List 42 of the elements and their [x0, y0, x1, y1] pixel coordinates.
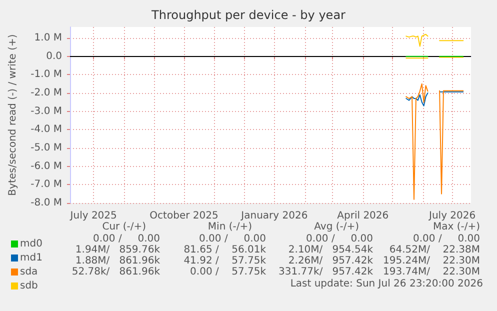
text: 2.26M/ 957.42k — [288, 256, 374, 266]
text: 0.00 / 0.00 — [413, 234, 480, 244]
chart-title: Throughput per device - by year — [150, 8, 346, 22]
text: 331.77k/ 957.42k — [278, 266, 374, 278]
text: 0.00 / 0.00 — [93, 234, 160, 244]
x-tick-label: January 2026 — [240, 210, 308, 222]
legend-label: sda — [20, 266, 38, 278]
text: 0.00 / 0.00 — [199, 234, 266, 244]
text: Min (-/+) — [208, 222, 252, 232]
text: 0.00 / 57.75k — [190, 266, 266, 278]
text: Avg (-/+) — [314, 222, 360, 232]
x-tick-label: April 2026 — [337, 210, 389, 222]
text: 193.74M/ 22.30M — [383, 266, 480, 278]
x-tick-label: July 2025 — [69, 210, 117, 222]
legend-label: md0 — [20, 238, 42, 250]
y-tick-label: -5.0 M — [30, 142, 62, 154]
y-tick-label: -7.0 M — [30, 179, 62, 190]
text: 81.65 / 56.01k — [184, 244, 266, 256]
x-tick-label: July 2026 — [428, 210, 476, 222]
text: 1.88M/ 861.96k — [75, 256, 160, 266]
text: 0.00 / 0.00 — [306, 234, 373, 244]
y-tick-label: 1.0 M — [34, 32, 62, 44]
text: 41.92 / 57.75k — [184, 256, 266, 266]
text: 64.52M/ 22.38M — [389, 244, 480, 256]
legend-label: sdb — [20, 280, 38, 292]
x-tick-label: October 2025 — [150, 210, 218, 222]
y-tick-label: 0.0 — [46, 50, 62, 62]
y-axis-title: Bytes/second read (-) / write (+) — [8, 34, 18, 196]
text: Last update: Sun Jul 26 23:20:00 2026 — [290, 278, 483, 290]
y-tick-label: -2.0 M — [30, 88, 62, 98]
text: Cur (-/+) — [102, 222, 146, 232]
legend-label: md1 — [20, 252, 42, 264]
text: 2.10M/ 954.54k — [288, 244, 374, 256]
y-tick-label: -8.0 M — [30, 198, 62, 208]
y-tick-label: -1.0 M — [30, 69, 62, 80]
text: 52.78k/ 861.96k — [72, 266, 160, 278]
y-tick-label: -6.0 M — [30, 160, 62, 172]
text: 195.24M/ 22.30M — [383, 256, 480, 266]
text: 1.94M/ 859.76k — [75, 244, 160, 256]
y-tick-label: -4.0 M — [30, 124, 62, 136]
y-tick-label: -3.0 M — [30, 106, 62, 117]
text: Max (-/+) — [432, 222, 480, 232]
